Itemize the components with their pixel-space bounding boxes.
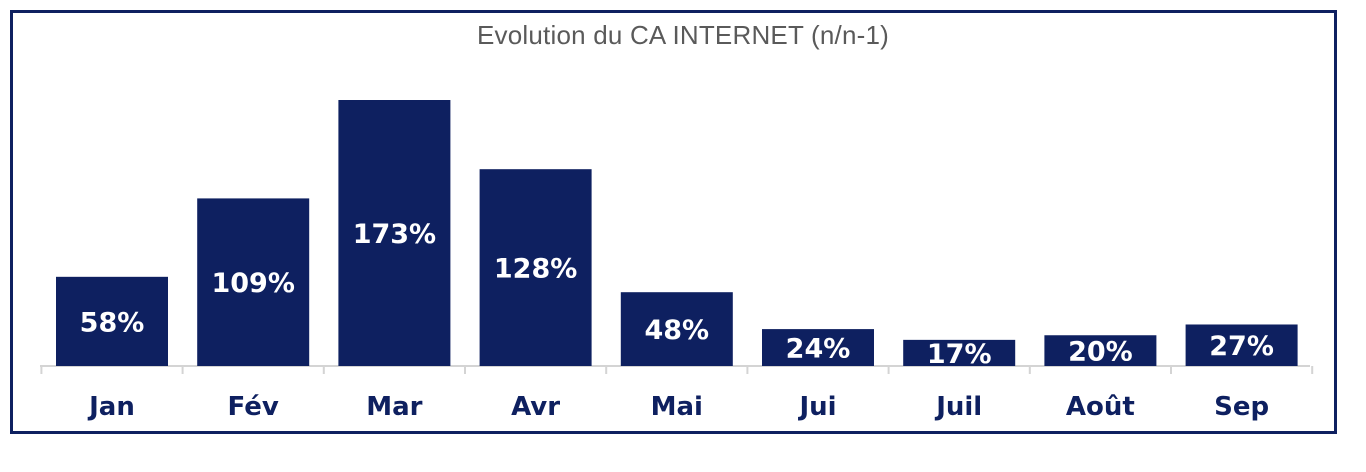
x-tick-label: Jan <box>87 392 135 422</box>
bar-9 <box>1185 324 1298 366</box>
bar-value-label: 17% <box>927 339 992 370</box>
bar-7 <box>903 339 1016 366</box>
bar-4 <box>479 169 592 366</box>
x-tick-label: Sep <box>1214 392 1269 422</box>
x-tick-label: Avr <box>511 392 560 422</box>
x-tick-label: Août <box>1066 392 1135 422</box>
bar-value-label: 173% <box>353 219 436 250</box>
bar-8 <box>1044 335 1157 366</box>
bar-value-label: 24% <box>786 334 851 365</box>
chart-title: Evolution du CA INTERNET (n/n-1) <box>477 20 889 50</box>
bar-value-label: 20% <box>1068 337 1133 368</box>
x-tick-label: Fév <box>228 392 279 422</box>
bar-6 <box>762 329 874 366</box>
x-tick-label: Mar <box>366 392 422 422</box>
bar-value-label: 128% <box>494 254 577 285</box>
x-tick-label: Mai <box>651 392 703 422</box>
x-tick-label: Jui <box>797 392 836 422</box>
bar-value-label: 48% <box>644 315 709 346</box>
bar-value-label: 58% <box>80 307 145 338</box>
bar-2 <box>197 198 310 366</box>
bar-1 <box>56 276 168 366</box>
bar-value-label: 27% <box>1209 331 1274 362</box>
x-tick-label: Juil <box>934 392 982 422</box>
bar-value-label: 109% <box>211 268 294 299</box>
bar-5 <box>620 292 733 366</box>
bar-3 <box>338 100 451 366</box>
